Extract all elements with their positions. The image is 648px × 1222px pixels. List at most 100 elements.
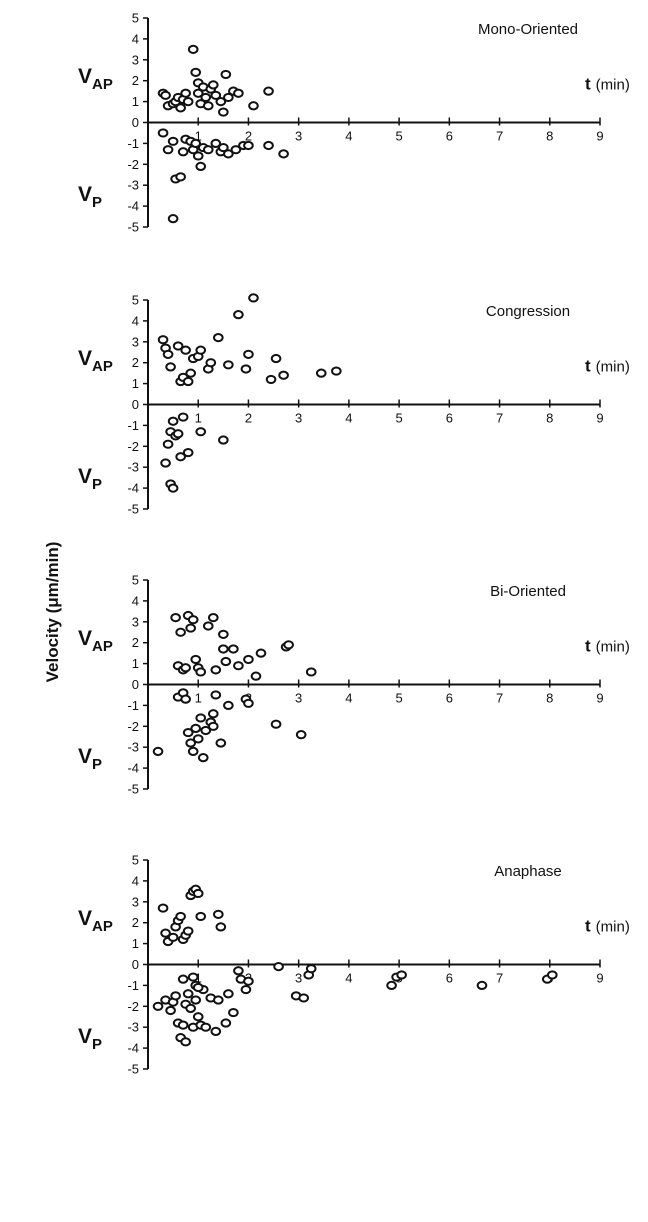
y-tick-label: 1 — [132, 656, 139, 671]
data-point — [192, 982, 204, 993]
y-tick-label: 1 — [132, 94, 139, 109]
data-point — [263, 140, 274, 151]
data-point — [207, 721, 219, 731]
data-point — [182, 376, 194, 387]
x-tick-label: 6 — [446, 691, 453, 706]
data-point — [233, 310, 244, 320]
data-point — [190, 654, 202, 665]
data-point — [180, 663, 191, 673]
data-point — [263, 86, 274, 96]
data-point — [175, 911, 186, 922]
data-point — [218, 644, 229, 654]
data-point — [195, 911, 207, 922]
y-tick-label: 2 — [132, 635, 139, 650]
data-point — [160, 90, 171, 100]
y-tick-label: 0 — [132, 677, 139, 692]
x-tick-label: 3 — [295, 411, 302, 426]
data-point — [220, 69, 232, 80]
x-tick-label: 7 — [496, 411, 503, 426]
y-tick-label: -3 — [127, 740, 139, 755]
y-tick-label: -5 — [127, 1062, 139, 1077]
y-tick-label: -3 — [127, 178, 139, 193]
data-point — [223, 700, 234, 711]
data-point — [265, 374, 277, 385]
data-point — [190, 67, 202, 77]
panel-4: 543210-1-2-3-4-5123456789Anaphaset(min)V… — [78, 853, 630, 1077]
data-point — [233, 88, 244, 98]
x-axis-label: t (min) — [585, 357, 630, 376]
panel-3: 543210-1-2-3-4-5123456789Bi-Orientedt(mi… — [78, 573, 630, 797]
data-point — [331, 366, 342, 376]
data-point — [190, 723, 202, 733]
data-point — [218, 435, 229, 445]
data-point — [207, 80, 219, 90]
data-point — [182, 989, 194, 999]
y-tick-label: 4 — [132, 31, 139, 46]
x-tick-label: 1 — [195, 129, 202, 144]
y-tick-label: -4 — [127, 1041, 139, 1056]
data-point — [210, 690, 222, 700]
y-tick-label: -1 — [127, 698, 139, 713]
y-tick-label: 1 — [132, 936, 139, 951]
data-point — [278, 149, 289, 159]
y-tick-label: -2 — [127, 439, 139, 454]
data-point — [396, 970, 407, 980]
data-point — [215, 97, 227, 107]
data-point — [200, 92, 212, 103]
data-point — [157, 128, 169, 138]
x-tick-label: 1 — [195, 411, 202, 426]
data-point — [192, 1012, 204, 1022]
data-point — [180, 345, 191, 355]
x-tick-label: 3 — [295, 971, 302, 986]
x-tick-label: 9 — [596, 691, 603, 706]
panel-title: Anaphase — [494, 863, 562, 880]
data-point — [213, 333, 224, 343]
y-tick-label: 1 — [132, 376, 139, 391]
data-point — [165, 362, 176, 372]
y-tick-label: 4 — [132, 873, 139, 888]
data-point — [162, 349, 174, 359]
data-point — [207, 709, 219, 719]
data-point — [177, 147, 189, 157]
data-point — [182, 447, 194, 458]
y-tick-label: -4 — [127, 199, 139, 214]
y-tick-label: 2 — [132, 73, 139, 88]
y-tick-label: -3 — [127, 460, 139, 475]
y-tick-label: -1 — [127, 136, 139, 151]
panel-title: Congression — [486, 303, 570, 320]
x-axis-label: t (min) — [585, 917, 630, 936]
data-point — [243, 140, 254, 151]
data-point — [270, 353, 282, 364]
data-point — [185, 623, 196, 633]
data-point — [228, 644, 239, 654]
data-point — [157, 335, 169, 345]
data-point — [202, 101, 214, 111]
data-point — [162, 145, 174, 155]
data-point — [182, 97, 194, 107]
y-tick-label: 4 — [132, 313, 139, 328]
y-tick-label: 3 — [132, 334, 139, 349]
data-point — [305, 964, 317, 974]
y-tick-label: 3 — [132, 894, 139, 909]
data-point — [175, 103, 186, 113]
data-point — [243, 654, 254, 665]
data-point — [255, 648, 267, 658]
data-point — [160, 458, 171, 468]
data-point — [177, 412, 189, 422]
x-tick-label: 7 — [496, 691, 503, 706]
x-axis-label: t (min) — [585, 637, 630, 656]
data-point — [213, 995, 224, 1005]
data-point — [230, 145, 242, 155]
data-point — [177, 1020, 189, 1030]
data-point — [195, 345, 207, 355]
data-point — [190, 995, 202, 1005]
data-point — [223, 989, 234, 999]
data-point — [218, 629, 229, 639]
data-point — [202, 145, 214, 155]
panel-title: Bi-Oriented — [490, 583, 566, 600]
panel-title: Mono-Oriented — [478, 21, 578, 38]
y-tick-label: -2 — [127, 999, 139, 1014]
x-tick-label: 1 — [195, 691, 202, 706]
v-ap-label: VAP — [78, 347, 113, 375]
